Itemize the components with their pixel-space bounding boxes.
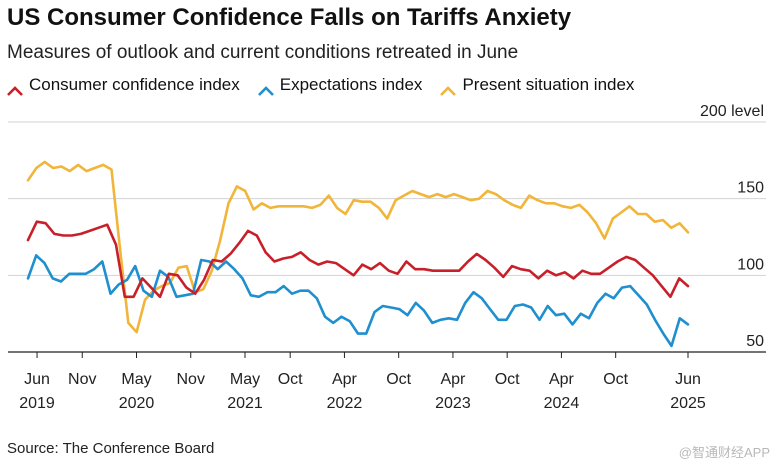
series-line-present-situation-index — [26, 160, 690, 334]
legend-swatch-present-situation — [440, 81, 457, 96]
series-line-expectations-index — [26, 254, 690, 348]
x-axis-ticks: Jun 2019 Nov May 2020 Nov May 2021 Oct Apr 2022 Oct… — [19, 352, 706, 412]
x-tick-label-7: Oct — [386, 371, 411, 388]
x-tick-year-10: 2024 — [544, 395, 580, 412]
legend-label-expectations: Expectations index — [279, 75, 423, 94]
x-tick-label-12: Jun — [675, 371, 701, 388]
gridlines — [8, 121, 766, 353]
y-axis-ticks: 200 level 150 100 50 — [700, 103, 764, 350]
x-tick-year-2: 2020 — [119, 395, 155, 412]
legend-swatch-consumer-confidence — [7, 81, 23, 96]
x-tick-label-6: Apr — [332, 371, 358, 388]
x-tick-year-8: 2023 — [435, 395, 471, 412]
x-tick-label-2: May — [121, 371, 151, 388]
x-tick-label-0: Jun — [24, 371, 50, 388]
x-tick-label-8: Apr — [440, 371, 466, 388]
legend-item-consumer-confidence: Consumer confidence index — [7, 75, 240, 96]
legend-item-expectations: Expectations index — [257, 75, 423, 96]
legend-swatch-expectations — [257, 81, 274, 96]
legend-label-present-situation: Present situation index — [462, 75, 635, 94]
series-lines — [26, 160, 690, 348]
x-tick-label-10: Apr — [549, 371, 575, 388]
y-tick-label-150: 150 — [737, 180, 764, 197]
chart-subtitle: Measures of outlook and current conditio… — [7, 42, 519, 63]
legend: Consumer confidence index Expectations i… — [7, 75, 652, 96]
x-tick-label-3: Nov — [177, 371, 205, 388]
x-tick-year-12: 2025 — [670, 395, 706, 412]
watermark: @智通财经APP — [678, 445, 770, 460]
x-tick-label-5: Oct — [278, 371, 303, 388]
legend-item-present-situation: Present situation index — [440, 75, 635, 96]
x-tick-year-6: 2022 — [327, 395, 363, 412]
x-tick-year-0: 2019 — [19, 395, 55, 412]
x-tick-label-1: Nov — [68, 371, 96, 388]
x-tick-year-4: 2021 — [227, 395, 263, 412]
source-note: Source: The Conference Board — [7, 440, 215, 457]
y-tick-label-100: 100 — [737, 256, 764, 273]
x-tick-label-11: Oct — [603, 371, 628, 388]
series-line-consumer-confidence-index — [26, 220, 690, 299]
x-tick-label-4: May — [230, 371, 260, 388]
y-tick-label-50: 50 — [746, 333, 764, 350]
chart-title: US Consumer Confidence Falls on Tariffs … — [7, 4, 572, 31]
y-tick-label-200: 200 level — [700, 103, 764, 120]
x-tick-label-9: Oct — [495, 371, 520, 388]
legend-label-consumer-confidence: Consumer confidence index — [29, 75, 240, 94]
